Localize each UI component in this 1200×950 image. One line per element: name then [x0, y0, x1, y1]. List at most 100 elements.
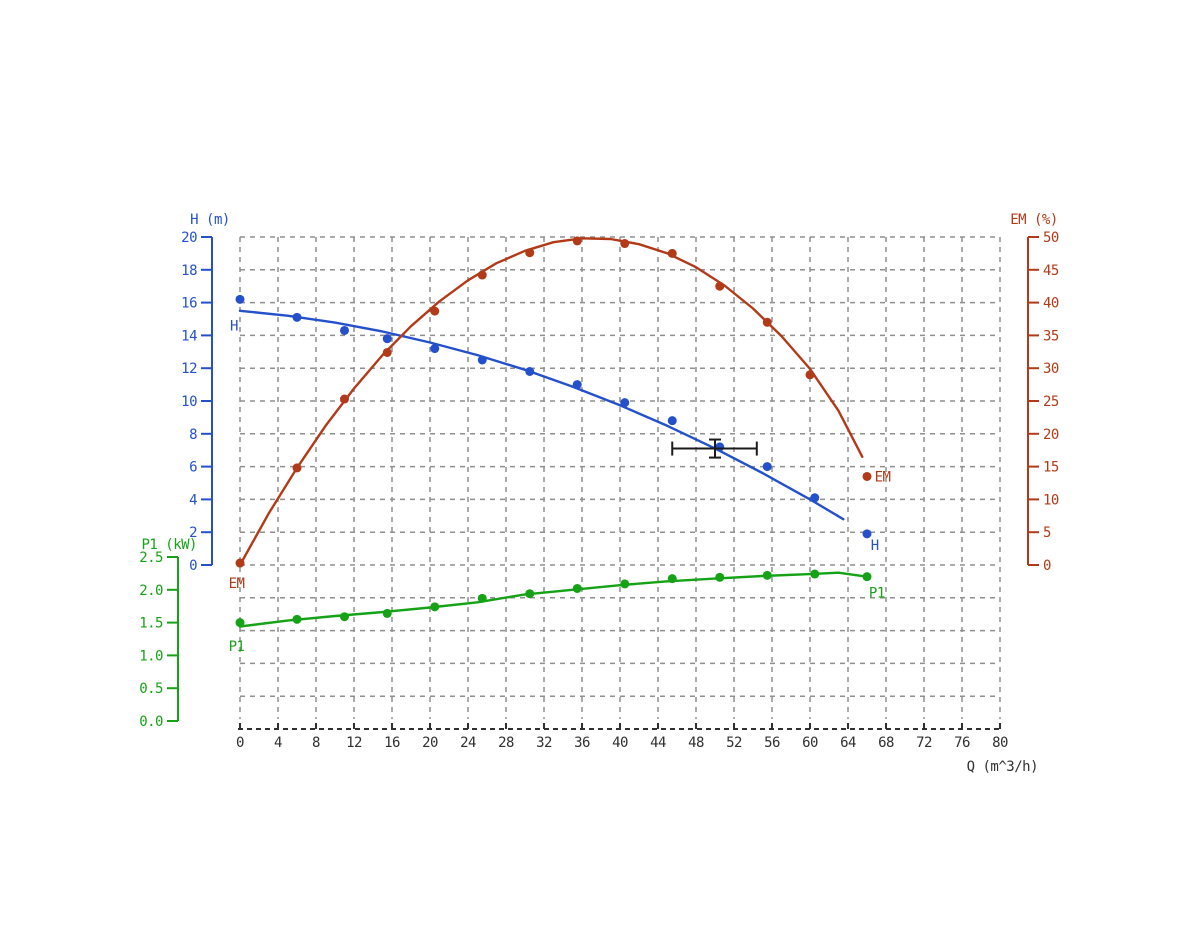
- p1-tick-label: 1.0: [139, 648, 163, 664]
- x-tick-label: 48: [688, 735, 704, 751]
- h-data-point: [715, 442, 725, 452]
- h-tick-label: 0: [189, 558, 197, 574]
- grid: [239, 236, 1001, 719]
- h-data-point: [292, 312, 302, 322]
- p1-data-point: [862, 572, 872, 582]
- em-data-point: [572, 236, 582, 246]
- x-tick-label: 64: [840, 735, 856, 751]
- p1-data-point: [430, 602, 440, 612]
- em-data-point: [340, 394, 349, 404]
- em-data-point: [235, 558, 245, 568]
- h-data-point: [235, 294, 245, 304]
- h-tick-label: 14: [181, 328, 197, 344]
- h-tick-label: 18: [181, 263, 197, 279]
- p1-data-point: [715, 572, 725, 582]
- p1-data-point: [810, 569, 820, 579]
- h-data-point: [862, 529, 872, 539]
- h-curve-label-left: H: [230, 318, 238, 334]
- x-tick-label: 36: [574, 735, 590, 751]
- p1-data-point: [620, 579, 630, 589]
- p1-data-point: [340, 612, 349, 622]
- em-tick-label: 20: [1043, 427, 1059, 443]
- p1-tick-label: 0.0: [139, 714, 163, 730]
- em-tick-label: 35: [1043, 328, 1059, 344]
- em-tick-label: 25: [1043, 394, 1059, 410]
- em-data-point: [382, 347, 392, 357]
- x-axis-title: Q (m^3/h): [967, 759, 1038, 775]
- x-tick-label: 24: [460, 735, 476, 751]
- h-axis-title: H (m): [190, 212, 230, 228]
- p1-tick-label: 2.0: [139, 583, 163, 599]
- x-tick-label: 20: [422, 735, 438, 751]
- h-data-point: [525, 366, 535, 376]
- x-tick-label: 80: [992, 735, 1008, 751]
- em-data-point: [667, 248, 677, 258]
- p1-data-point: [292, 614, 302, 624]
- em-tick-label: 50: [1043, 230, 1059, 246]
- h-data-point: [810, 493, 820, 503]
- h-tick-label: 2: [189, 525, 197, 541]
- em-data-point: [525, 248, 535, 258]
- h-data-point: [667, 416, 677, 426]
- p1-tick-label: 1.5: [139, 616, 163, 632]
- h-data-point: [620, 398, 630, 408]
- em-data-point: [862, 471, 872, 481]
- x-tick-label: 4: [274, 735, 282, 751]
- x-axis: 0 4 8 12 16 20 24 28 32 36 40 44 48 52 56 60 64 68 72 76 80Q…: [236, 723, 1039, 775]
- x-tick-label: 60: [802, 735, 818, 751]
- h-data-point: [762, 462, 772, 472]
- h-data-point: [340, 325, 349, 335]
- p1-data-point: [235, 618, 245, 628]
- em-data-point: [715, 281, 725, 291]
- p1-data-point: [762, 570, 772, 580]
- em-tick-label: 10: [1043, 492, 1059, 508]
- em-tick-label: 45: [1043, 263, 1059, 279]
- h-curve-label-right: H: [871, 538, 879, 554]
- h-tick-label: 8: [189, 427, 197, 443]
- p1-data-point: [667, 574, 677, 584]
- p1-curve: [238, 571, 869, 628]
- x-tick-label: 76: [954, 735, 970, 751]
- em-tick-label: 15: [1043, 460, 1059, 476]
- em-data-point: [762, 317, 772, 327]
- x-tick-label: 12: [346, 735, 362, 751]
- x-tick-label: 32: [536, 735, 552, 751]
- em-data-point: [620, 239, 630, 249]
- em-series: EM EM: [229, 236, 891, 592]
- p1-tick-label: 2.5: [139, 550, 163, 566]
- h-tick-label: 4: [189, 492, 197, 508]
- p1-curve-label-left: P1: [229, 639, 245, 655]
- p1-curve-label-right: P1: [869, 586, 885, 602]
- em-curve-label-right: EM: [875, 470, 891, 486]
- x-tick-label: 0: [236, 735, 244, 751]
- em-data-point: [477, 270, 487, 280]
- p1-axis-title: P1 (kW): [141, 537, 197, 553]
- x-tick-label: 8: [312, 735, 320, 751]
- h-tick-label: 20: [181, 230, 197, 246]
- x-tick-label: 28: [498, 735, 514, 751]
- x-tick-label: 16: [384, 735, 400, 751]
- em-tick-label: 0: [1043, 558, 1051, 574]
- p1-tick-label: 0.5: [139, 681, 163, 697]
- h-tick-label: 12: [181, 361, 197, 377]
- h-data-point: [382, 334, 392, 344]
- em-axis-title: EM (%): [1010, 212, 1058, 228]
- x-tick-label: 52: [726, 735, 742, 751]
- em-data-point: [430, 306, 440, 316]
- operating-point-marker: [671, 438, 758, 459]
- p1-data-point: [572, 583, 582, 593]
- h-curve: [238, 309, 845, 521]
- h-data-point: [430, 344, 440, 354]
- x-tick-label: 68: [878, 735, 894, 751]
- x-tick-label: 40: [612, 735, 628, 751]
- em-data-point: [292, 463, 302, 473]
- h-data-point: [477, 355, 487, 365]
- p1-data-point: [525, 589, 535, 599]
- em-curve-label-left: EM: [229, 576, 245, 592]
- h-tick-label: 10: [181, 394, 197, 410]
- x-tick-label: 72: [916, 735, 932, 751]
